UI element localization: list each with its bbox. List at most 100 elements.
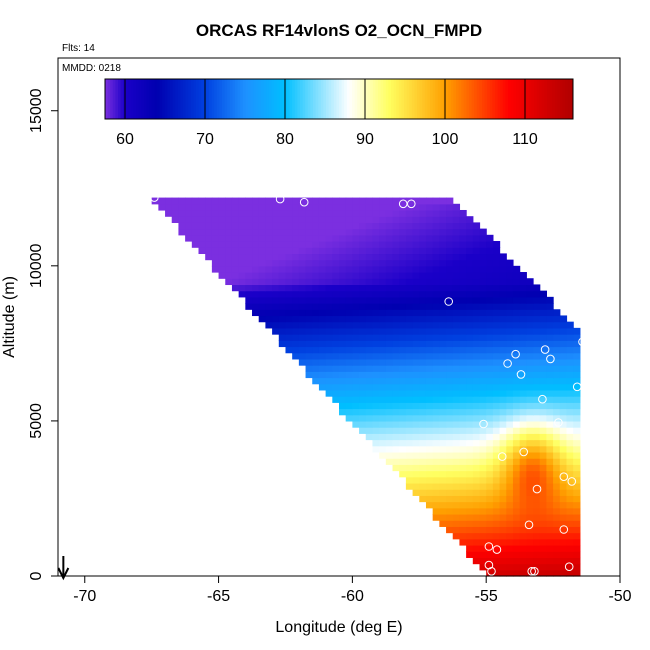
heatmap-cell bbox=[459, 371, 467, 379]
heatmap-cell bbox=[392, 420, 400, 428]
heatmap-cell bbox=[492, 259, 501, 267]
heatmap-cell bbox=[165, 209, 173, 217]
colorbar-swatch bbox=[138, 79, 142, 119]
heatmap-cell bbox=[519, 551, 527, 558]
heatmap-cell bbox=[446, 439, 454, 447]
colorbar-swatch bbox=[315, 79, 319, 119]
heatmap-cell bbox=[379, 420, 387, 428]
heatmap-cell bbox=[272, 209, 280, 217]
heatmap-cell bbox=[499, 358, 507, 366]
heatmap-cell bbox=[533, 476, 541, 484]
heatmap-cell bbox=[439, 365, 447, 372]
heatmap-cell bbox=[539, 427, 547, 434]
heatmap-cell bbox=[332, 358, 340, 366]
heatmap-cell bbox=[486, 445, 494, 453]
heatmap-cell bbox=[359, 272, 367, 279]
heatmap-cell bbox=[492, 470, 501, 478]
sample-point bbox=[538, 394, 547, 404]
heatmap-cell bbox=[546, 402, 554, 410]
heatmap-cell bbox=[218, 265, 226, 273]
heatmap-cell bbox=[479, 389, 487, 397]
heatmap-cell bbox=[506, 532, 514, 540]
heatmap-cell bbox=[573, 427, 581, 434]
heatmap-cell bbox=[399, 371, 407, 379]
heatmap-cell bbox=[566, 352, 574, 360]
heatmap-cell bbox=[486, 482, 494, 490]
heatmap-cell bbox=[372, 216, 380, 223]
heatmap-cell bbox=[512, 495, 521, 503]
heatmap-cell bbox=[225, 197, 233, 205]
heatmap-cell bbox=[472, 427, 481, 434]
heatmap-cell bbox=[305, 303, 313, 310]
heatmap-cell bbox=[385, 358, 394, 366]
heatmap-cell bbox=[405, 420, 414, 428]
heatmap-cell bbox=[385, 389, 394, 397]
heatmap-cell bbox=[372, 228, 380, 236]
colorbar-swatch bbox=[300, 79, 304, 119]
heatmap-cell bbox=[412, 389, 420, 397]
heatmap-cell bbox=[479, 551, 487, 558]
heatmap-cell bbox=[332, 321, 340, 329]
heatmap-cell bbox=[446, 495, 454, 503]
heatmap-cell bbox=[231, 228, 240, 236]
heatmap-cell bbox=[345, 234, 353, 242]
heatmap-cell bbox=[352, 389, 360, 397]
heatmap-cell bbox=[439, 259, 447, 267]
heatmap-cell bbox=[506, 470, 514, 478]
x-tick-label: -65 bbox=[207, 588, 230, 605]
heatmap-cell bbox=[526, 408, 534, 416]
heatmap-cell bbox=[205, 234, 213, 242]
heatmap-cell bbox=[298, 352, 307, 360]
heatmap-cell bbox=[566, 451, 574, 459]
heatmap-cell bbox=[312, 253, 320, 261]
heatmap-cell bbox=[385, 402, 394, 410]
sample-point bbox=[578, 337, 587, 347]
heatmap-cell bbox=[231, 216, 240, 223]
heatmap-cell bbox=[379, 203, 387, 211]
heatmap-cell bbox=[419, 402, 427, 410]
heatmap-cell bbox=[506, 352, 514, 360]
heatmap-cell bbox=[339, 241, 347, 248]
heatmap-cell bbox=[452, 383, 461, 391]
heatmap-cell bbox=[553, 334, 561, 341]
heatmap-cell bbox=[432, 272, 440, 279]
heatmap-cell bbox=[171, 216, 180, 223]
heatmap-cell bbox=[506, 315, 514, 323]
heatmap-cell bbox=[506, 538, 514, 546]
heatmap-cell bbox=[553, 377, 561, 385]
heatmap-cell bbox=[305, 334, 313, 341]
heatmap-cell bbox=[499, 551, 507, 558]
heatmap-cell bbox=[332, 396, 340, 403]
heatmap-cell bbox=[379, 209, 387, 217]
heatmap-cell bbox=[399, 197, 407, 205]
colorbar-swatch bbox=[500, 79, 504, 119]
mmdd-label: MMDD: 0218 bbox=[62, 63, 121, 74]
colorbar-swatch bbox=[274, 79, 278, 119]
heatmap-cell bbox=[499, 433, 507, 441]
heatmap-cell bbox=[539, 513, 547, 521]
heatmap-cell bbox=[305, 259, 313, 267]
heatmap-cell bbox=[492, 464, 501, 472]
heatmap-cell bbox=[238, 241, 246, 248]
heatmap-cell bbox=[365, 420, 374, 428]
heatmap-cell bbox=[553, 495, 561, 503]
heatmap-cell bbox=[432, 358, 440, 366]
heatmap-cell bbox=[499, 526, 507, 534]
heatmap-cell bbox=[546, 520, 554, 527]
heatmap-cell bbox=[379, 259, 387, 267]
colorbar-swatch bbox=[422, 79, 426, 119]
heatmap-cell bbox=[492, 495, 501, 503]
heatmap-cell bbox=[258, 234, 266, 242]
heatmap-cell bbox=[459, 327, 467, 335]
heatmap-cell bbox=[318, 241, 327, 248]
heatmap-cell bbox=[352, 222, 360, 230]
colorbar-swatch bbox=[541, 79, 545, 119]
heatmap-cell bbox=[526, 482, 534, 490]
heatmap-cell bbox=[399, 234, 407, 242]
heatmap-cell bbox=[258, 278, 266, 286]
heatmap-cell bbox=[385, 414, 394, 422]
heatmap-cell bbox=[198, 216, 206, 223]
y-tick-label: 10000 bbox=[28, 243, 45, 288]
heatmap-cell bbox=[312, 334, 320, 341]
sample-point bbox=[150, 193, 159, 202]
